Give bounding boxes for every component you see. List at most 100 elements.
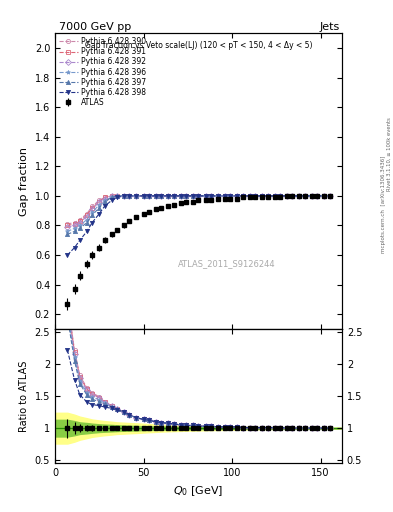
- Pythia 6.428 398: [277, 193, 282, 199]
- Pythia 6.428 397: [241, 193, 245, 199]
- Pythia 6.428 397: [147, 193, 151, 199]
- Pythia 6.428 398: [228, 193, 233, 199]
- Pythia 6.428 397: [265, 193, 270, 199]
- Pythia 6.428 396: [184, 193, 188, 199]
- Pythia 6.428 396: [65, 228, 70, 234]
- Pythia 6.428 396: [109, 195, 114, 201]
- Pythia 6.428 390: [141, 193, 146, 199]
- Pythia 6.428 397: [260, 193, 264, 199]
- Pythia 6.428 396: [241, 193, 245, 199]
- Pythia 6.428 396: [122, 193, 127, 199]
- Pythia 6.428 398: [253, 193, 257, 199]
- Pythia 6.428 397: [209, 193, 213, 199]
- Pythia 6.428 397: [272, 193, 277, 199]
- Pythia 6.428 392: [223, 193, 228, 199]
- Pythia 6.428 390: [253, 193, 257, 199]
- Pythia 6.428 396: [272, 193, 277, 199]
- Y-axis label: Ratio to ATLAS: Ratio to ATLAS: [19, 360, 29, 432]
- Pythia 6.428 392: [297, 193, 302, 199]
- Pythia 6.428 397: [235, 193, 240, 199]
- Pythia 6.428 391: [297, 193, 302, 199]
- Pythia 6.428 391: [228, 193, 233, 199]
- Pythia 6.428 392: [109, 193, 114, 199]
- Pythia 6.428 398: [109, 197, 114, 203]
- Pythia 6.428 390: [122, 193, 127, 199]
- Pythia 6.428 398: [248, 193, 252, 199]
- Pythia 6.428 397: [171, 193, 176, 199]
- Pythia 6.428 398: [115, 195, 119, 201]
- Pythia 6.428 390: [272, 193, 277, 199]
- Pythia 6.428 392: [309, 193, 314, 199]
- Pythia 6.428 391: [159, 193, 163, 199]
- Pythia 6.428 397: [109, 195, 114, 201]
- Pythia 6.428 398: [309, 193, 314, 199]
- Pythia 6.428 392: [285, 193, 289, 199]
- Pythia 6.428 398: [265, 193, 270, 199]
- Pythia 6.428 391: [272, 193, 277, 199]
- Pythia 6.428 398: [272, 193, 277, 199]
- Pythia 6.428 397: [166, 193, 171, 199]
- Pythia 6.428 392: [327, 193, 332, 199]
- Pythia 6.428 390: [171, 193, 176, 199]
- Pythia 6.428 390: [154, 193, 158, 199]
- Pythia 6.428 391: [134, 193, 139, 199]
- Pythia 6.428 390: [285, 193, 289, 199]
- Pythia 6.428 392: [290, 193, 295, 199]
- Pythia 6.428 392: [77, 220, 82, 226]
- Pythia 6.428 396: [315, 193, 320, 199]
- Pythia 6.428 398: [122, 193, 127, 199]
- Pythia 6.428 391: [102, 195, 107, 201]
- Pythia 6.428 392: [315, 193, 320, 199]
- Pythia 6.428 396: [97, 202, 102, 208]
- Pythia 6.428 391: [72, 221, 77, 227]
- Pythia 6.428 392: [65, 224, 70, 230]
- Pythia 6.428 392: [272, 193, 277, 199]
- Line: Pythia 6.428 398: Pythia 6.428 398: [65, 194, 332, 257]
- Pythia 6.428 390: [260, 193, 264, 199]
- Pythia 6.428 390: [109, 193, 114, 199]
- Pythia 6.428 398: [216, 193, 220, 199]
- Pythia 6.428 391: [115, 193, 119, 199]
- Pythia 6.428 396: [171, 193, 176, 199]
- Pythia 6.428 396: [154, 193, 158, 199]
- Pythia 6.428 396: [265, 193, 270, 199]
- Pythia 6.428 391: [302, 193, 307, 199]
- Line: Pythia 6.428 390: Pythia 6.428 390: [65, 194, 332, 226]
- Pythia 6.428 391: [77, 218, 82, 224]
- Pythia 6.428 398: [322, 193, 327, 199]
- Pythia 6.428 396: [127, 193, 132, 199]
- Pythia 6.428 392: [209, 193, 213, 199]
- Pythia 6.428 392: [154, 193, 158, 199]
- Pythia 6.428 390: [90, 203, 95, 209]
- Pythia 6.428 396: [166, 193, 171, 199]
- Pythia 6.428 398: [302, 193, 307, 199]
- Pythia 6.428 391: [315, 193, 320, 199]
- Pythia 6.428 392: [159, 193, 163, 199]
- Pythia 6.428 397: [154, 193, 158, 199]
- Pythia 6.428 398: [90, 220, 95, 226]
- Pythia 6.428 396: [102, 197, 107, 203]
- Legend: Pythia 6.428 390, Pythia 6.428 391, Pythia 6.428 392, Pythia 6.428 396, Pythia 6: Pythia 6.428 390, Pythia 6.428 391, Pyth…: [57, 35, 148, 109]
- Pythia 6.428 398: [315, 193, 320, 199]
- Pythia 6.428 397: [322, 193, 327, 199]
- Pythia 6.428 398: [141, 193, 146, 199]
- Pythia 6.428 396: [159, 193, 163, 199]
- Pythia 6.428 398: [209, 193, 213, 199]
- Pythia 6.428 390: [322, 193, 327, 199]
- Pythia 6.428 391: [84, 212, 89, 218]
- Pythia 6.428 396: [196, 193, 201, 199]
- Pythia 6.428 397: [97, 205, 102, 211]
- Pythia 6.428 396: [178, 193, 183, 199]
- Text: Gap fraction vs Veto scale(LJ) (120 < pT < 150, 4 < Δy < 5): Gap fraction vs Veto scale(LJ) (120 < pT…: [85, 40, 312, 50]
- Pythia 6.428 391: [178, 193, 183, 199]
- Pythia 6.428 397: [315, 193, 320, 199]
- Pythia 6.428 398: [290, 193, 295, 199]
- Pythia 6.428 397: [191, 193, 195, 199]
- Pythia 6.428 391: [241, 193, 245, 199]
- Text: ATLAS_2011_S9126244: ATLAS_2011_S9126244: [178, 260, 276, 268]
- Pythia 6.428 396: [253, 193, 257, 199]
- Pythia 6.428 391: [285, 193, 289, 199]
- Pythia 6.428 390: [147, 193, 151, 199]
- Pythia 6.428 398: [154, 193, 158, 199]
- Pythia 6.428 390: [235, 193, 240, 199]
